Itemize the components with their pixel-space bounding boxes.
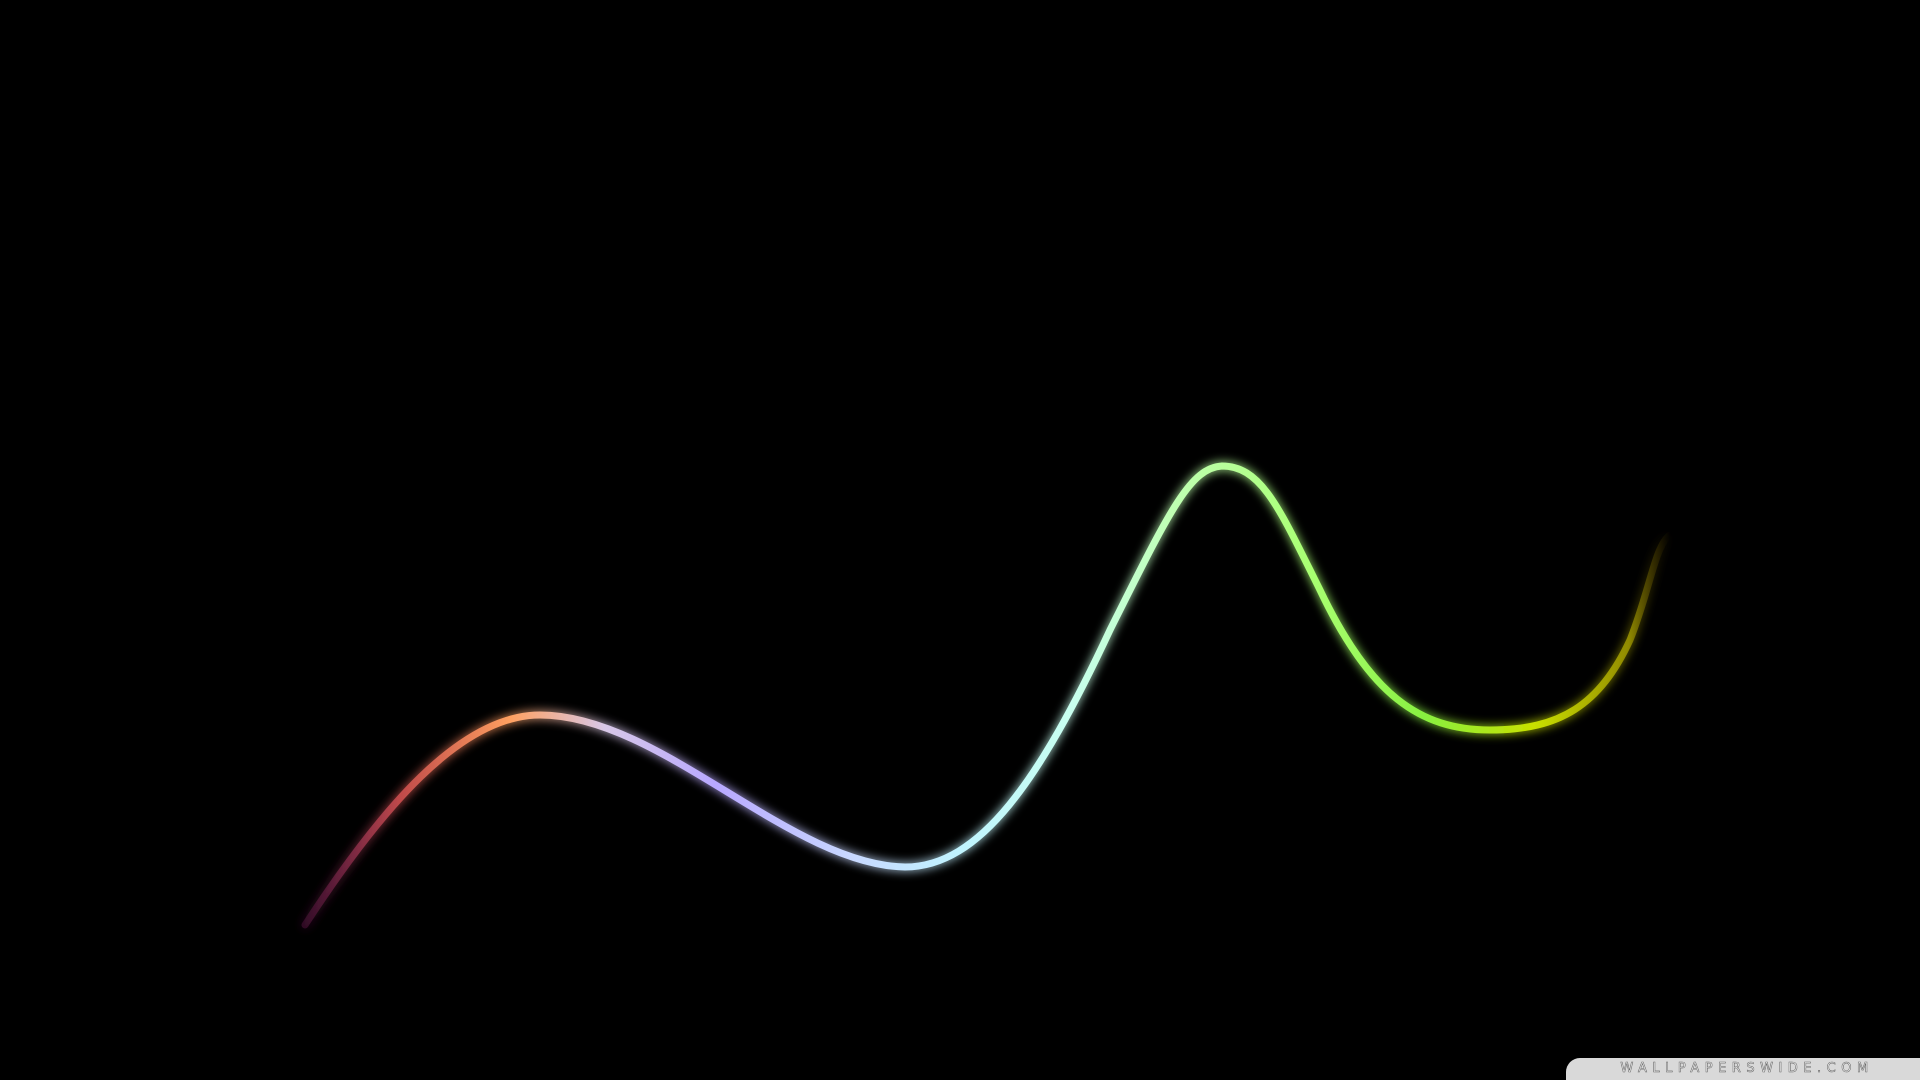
watermark-text: WALLPAPERSWIDE.COM	[1620, 1061, 1874, 1077]
watermark-badge: WALLPAPERSWIDE.COM	[1566, 1058, 1920, 1080]
glowing-wave-curve	[301, 462, 1674, 929]
